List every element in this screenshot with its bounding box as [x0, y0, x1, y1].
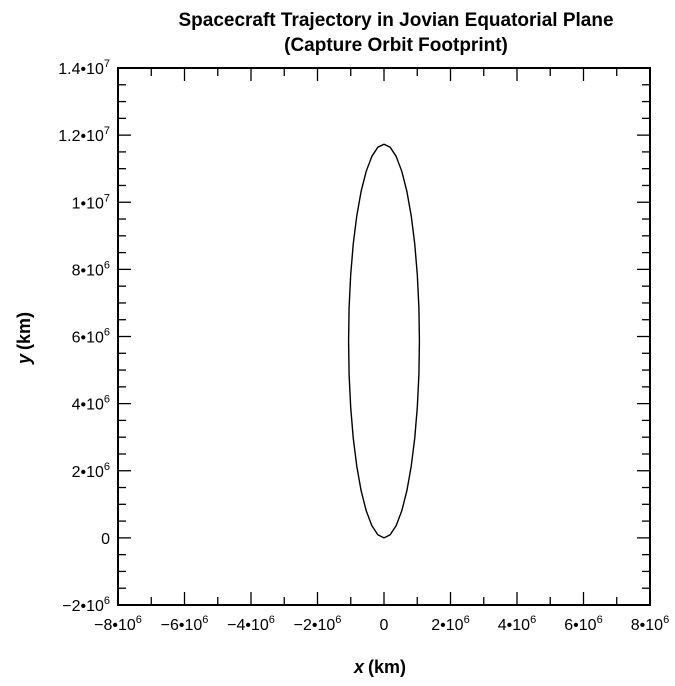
- x-tick-label: −6•106: [161, 614, 209, 634]
- x-tick-label-mantissa: 8•10: [631, 617, 663, 634]
- x-tick-label-mantissa: −8•10: [94, 617, 136, 634]
- x-tick-label-mantissa: 2•10: [431, 617, 463, 634]
- trajectory-line: [347, 143, 421, 539]
- y-tick-label-exponent: 7: [104, 58, 110, 70]
- x-tick-labels: −8•106 −6•106 −4•106 −2•106 0 2•106 4•106 6•106…: [94, 614, 669, 634]
- y-tick-label-exponent: 6: [104, 461, 110, 473]
- x-tick-label-mantissa: 0: [380, 617, 389, 634]
- y-tick-label-mantissa: −2•10: [62, 598, 104, 615]
- x-tick-label: −8•106: [94, 614, 142, 634]
- y-tick-label: 4•106: [72, 394, 110, 414]
- y-tick-label-exponent: 7: [104, 125, 110, 137]
- y-axis-var: y: [14, 353, 34, 365]
- x-tick-label-exponent: 6: [269, 614, 275, 626]
- x-tick-label: −2•106: [294, 614, 342, 634]
- y-tick-label: 0: [101, 531, 110, 548]
- y-tick-label-exponent: 6: [104, 259, 110, 271]
- series-layer: [347, 143, 421, 539]
- x-tick-label-exponent: 6: [335, 614, 341, 626]
- y-tick-label: 1.2•107: [58, 125, 110, 145]
- x-tick-label: 6•106: [564, 614, 602, 634]
- y-tick-labels: −2•10602•1064•1066•1068•1061•1071.2•1071…: [58, 58, 110, 615]
- y-axis-unit: (km): [14, 312, 34, 350]
- x-tick-label: 0: [380, 617, 389, 634]
- x-tick-label-mantissa: 4•10: [498, 617, 530, 634]
- y-tick-label-exponent: 7: [104, 192, 110, 204]
- x-tick-label-mantissa: −4•10: [227, 617, 269, 634]
- y-tick-label-mantissa: 1•10: [72, 195, 104, 212]
- x-tick-label-exponent: 6: [202, 614, 208, 626]
- x-tick-label-exponent: 6: [464, 614, 470, 626]
- y-axis-label: y (km): [14, 312, 34, 365]
- y-tick-label: 1•107: [72, 192, 110, 212]
- y-tick-label: 8•106: [72, 259, 110, 279]
- x-axis-label: x (km): [353, 657, 406, 677]
- plot-frame: [117, 67, 651, 606]
- y-tick-label-mantissa: 6•10: [72, 330, 104, 347]
- major-ticks: [117, 67, 651, 606]
- x-tick-label-exponent: 6: [597, 614, 603, 626]
- x-tick-label: 8•106: [631, 614, 669, 634]
- y-tick-label: 1.4•107: [58, 58, 110, 78]
- y-tick-label: 2•106: [72, 461, 110, 481]
- chart-subtitle: (Capture Orbit Footprint): [284, 35, 508, 56]
- y-tick-label: −2•106: [62, 595, 110, 615]
- chart-title: Spacecraft Trajectory in Jovian Equatori…: [178, 10, 613, 31]
- y-tick-label: 6•106: [72, 327, 110, 347]
- x-tick-label: −4•106: [227, 614, 275, 634]
- x-tick-label-exponent: 6: [530, 614, 536, 626]
- y-tick-label-mantissa: 0: [101, 531, 110, 548]
- y-tick-label-exponent: 6: [104, 327, 110, 339]
- y-tick-label-mantissa: 1.2•10: [58, 128, 104, 145]
- y-tick-label-mantissa: 8•10: [72, 262, 104, 279]
- x-tick-label: 2•106: [431, 614, 469, 634]
- x-tick-label-mantissa: −6•10: [161, 617, 203, 634]
- y-tick-label-mantissa: 4•10: [72, 397, 104, 414]
- x-axis-unit: (km): [368, 657, 406, 677]
- x-tick-label: 4•106: [498, 614, 536, 634]
- y-tick-label-mantissa: 1.4•10: [58, 61, 104, 78]
- x-tick-label-exponent: 6: [136, 614, 142, 626]
- x-axis-var: x: [353, 657, 365, 677]
- x-tick-label-exponent: 6: [663, 614, 669, 626]
- x-tick-label-mantissa: 6•10: [564, 617, 596, 634]
- y-tick-label-mantissa: 2•10: [72, 464, 104, 481]
- x-tick-label-mantissa: −2•10: [294, 617, 336, 634]
- y-tick-label-exponent: 6: [104, 394, 110, 406]
- y-tick-label-exponent: 6: [104, 595, 110, 607]
- minor-ticks: [118, 68, 650, 605]
